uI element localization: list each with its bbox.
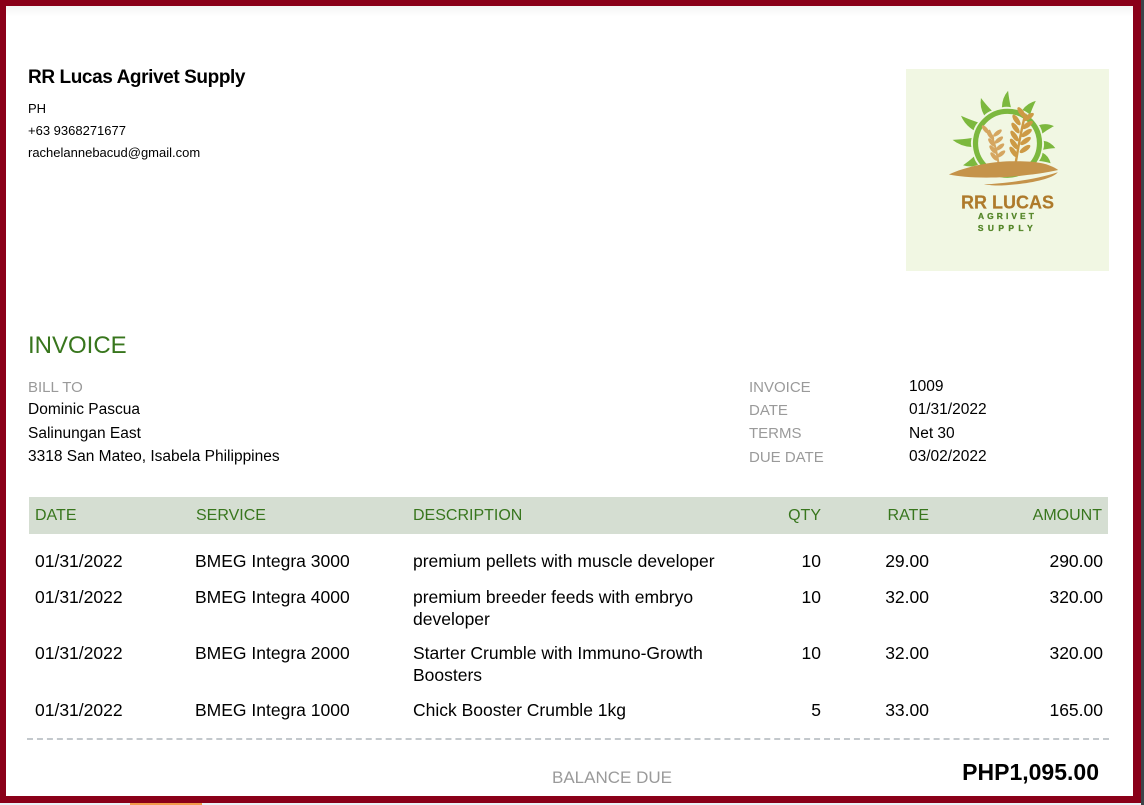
svg-text:RR LUCAS: RR LUCAS — [961, 192, 1054, 212]
svg-text:SUPPLY: SUPPLY — [978, 223, 1037, 233]
svg-text:AGRIVET: AGRIVET — [978, 211, 1037, 221]
